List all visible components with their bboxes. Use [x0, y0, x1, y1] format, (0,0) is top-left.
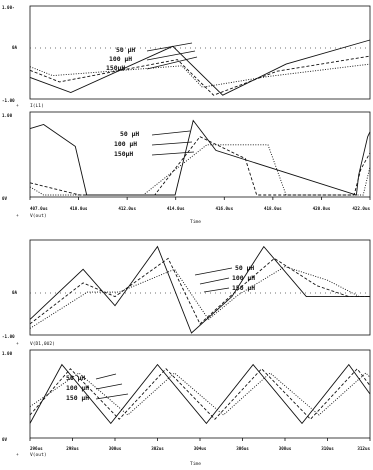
top-lower-ybot-label: 0V — [2, 196, 8, 201]
top-lower-legend-pointer-2 — [151, 141, 193, 146]
top-upper-legend-50: 50 µH — [116, 46, 135, 54]
top-upper-trace-3 — [29, 63, 371, 88]
bottom-lower-legend-100: 100 µH — [66, 384, 89, 392]
bottom-upper-trace-3 — [29, 266, 370, 329]
bottom-upper-trace-1 — [29, 245, 370, 334]
bottom-x-tick-label: 296us — [30, 446, 43, 451]
bottom-lower-marker: + — [16, 453, 19, 458]
top-upper-signal-label: I(L1) — [30, 103, 44, 109]
top-upper-plot — [29, 39, 371, 96]
bottom-upper-legend-50: 50 µH — [235, 264, 254, 272]
top-upper-legend-pointer-1 — [146, 42, 193, 52]
bottom-lower-legend-pointer-1 — [95, 373, 117, 380]
bottom-upper-frame — [29, 239, 371, 336]
bottom-lower-legend-pointer-3 — [95, 393, 129, 400]
bottom-lower-ybot-label: 0V — [2, 437, 8, 442]
top-lower-trace-3 — [29, 144, 371, 196]
bottom-lower-ytop-label: 1.00 — [2, 351, 13, 356]
bottom-upper-signal-label: V(D1,0U2) — [30, 341, 55, 347]
bottom-upper-marker: + — [16, 342, 19, 347]
bottom-x-tick-label: 304us — [194, 446, 207, 451]
bottom-x-tick-label: 302us — [151, 446, 164, 451]
bottom-x-tick-label: 308us — [279, 446, 292, 451]
top-upper-trace-1 — [29, 39, 371, 96]
top-lower-signal-label: V(out) — [30, 213, 47, 219]
top-x-tick-label: 420.0us — [313, 206, 331, 211]
top-x-tick-label: 412.0us — [118, 206, 136, 211]
top-upper-marker: + — [16, 104, 19, 109]
bottom-x-tick-label: 312us — [357, 446, 370, 451]
bottom-upper-ymid-label: 0A — [12, 290, 18, 295]
bottom-x-ticks: 296us 298us 300us 302us 304us 306us 308us 310us… — [29, 438, 370, 451]
top-lower-legend-pointer-3 — [151, 151, 195, 156]
top-upper-frame — [29, 5, 371, 100]
top-lower-legend-150: 150µH — [114, 150, 133, 158]
bottom-lower-legend-150: 150 µH — [66, 394, 89, 402]
bottom-lower-plot — [29, 363, 371, 425]
bottom-upper-plot — [29, 245, 370, 334]
top-lower-plot — [29, 119, 371, 196]
top-upper-ytop-label: 1.00- — [2, 5, 15, 10]
top-x-tick-label: 414.0us — [167, 206, 185, 211]
top-upper-trace-2 — [29, 55, 371, 96]
top-upper-legend-100: 100 µH — [109, 55, 132, 63]
top-lower-legend-100: 100 µH — [114, 140, 137, 148]
top-x-ticks: 407.0us 410.0us 412.0us 414.0us 416.0us 418.0… — [29, 197, 370, 211]
top-lower-ytop-label: 1.00 — [2, 113, 13, 118]
bottom-x-axis-title: Time — [190, 461, 201, 467]
top-x-tick-label: 407.0us — [30, 206, 48, 211]
bottom-lower-trace-1 — [29, 363, 371, 425]
bottom-x-tick-label: 306us — [236, 446, 249, 451]
top-lower-marker: + — [16, 214, 19, 219]
top-lower-trace-1 — [29, 119, 371, 196]
bottom-upper-legend-pointer-1 — [194, 267, 233, 276]
bottom-lower-legend-50: 50 µH — [66, 374, 85, 382]
top-upper-ymid-label: 0A — [12, 45, 18, 50]
top-x-tick-label: 422.0us — [352, 206, 370, 211]
top-x-tick-label: 416.0us — [215, 206, 233, 211]
top-upper-ybot-label: -1.00 — [2, 98, 15, 103]
bottom-upper-legend-150: 150 µH — [232, 284, 255, 292]
top-lower-trace-2 — [29, 136, 371, 196]
bottom-x-tick-label: 298us — [66, 446, 79, 451]
bottom-lower-trace-2 — [29, 368, 371, 420]
bottom-upper-ybot-label: -1.00 — [2, 334, 15, 339]
top-upper-legend-pointer-2 — [146, 50, 196, 61]
bottom-upper-legend-pointer-2 — [199, 277, 230, 285]
top-x-tick-label: 418.0us — [264, 206, 282, 211]
bottom-x-tick-label: 310us — [321, 446, 334, 451]
top-upper-legend-150: 150µH — [106, 64, 125, 72]
bottom-upper-legend-100: 100 µH — [232, 274, 255, 282]
top-upper-legend-pointer-3 — [146, 56, 198, 70]
top-x-axis-title: Time — [190, 219, 201, 225]
top-lower-legend-50: 50 µH — [120, 130, 139, 138]
top-lower-frame — [29, 111, 371, 198]
top-x-tick-label: 410.0us — [70, 206, 88, 211]
top-lower-legend-pointer-1 — [151, 130, 191, 136]
bottom-lower-signal-label: V(out) — [30, 452, 47, 458]
bottom-lower-legend-pointer-2 — [95, 383, 123, 390]
bottom-upper-legend-pointer-3 — [203, 287, 230, 293]
bottom-upper-trace-2 — [29, 257, 370, 325]
bottom-lower-trace-3 — [29, 372, 371, 416]
bottom-x-tick-label: 300us — [109, 446, 122, 451]
